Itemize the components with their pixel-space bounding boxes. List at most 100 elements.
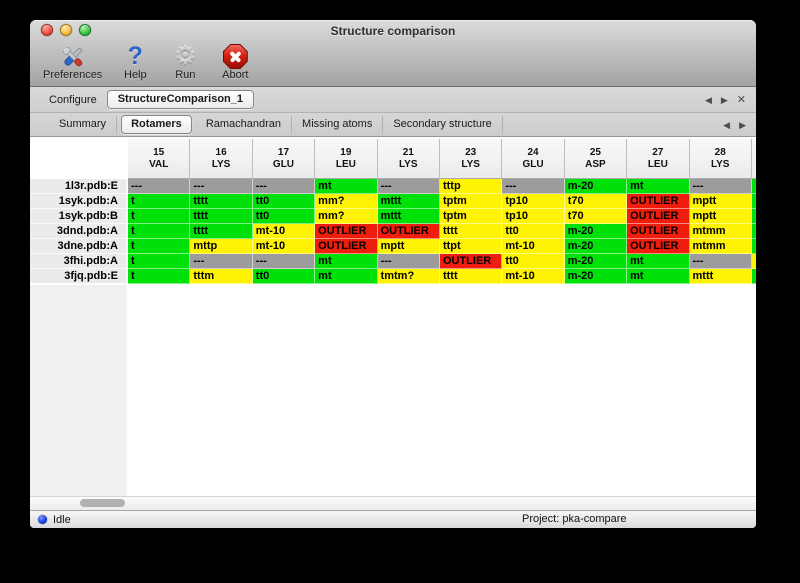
horizontal-scrollbar[interactable] <box>30 496 756 510</box>
column-header-24[interactable]: 24 GLU <box>502 139 565 179</box>
rotamer-cell[interactable]: mptt <box>689 194 752 209</box>
rotamer-cell[interactable]: mttp <box>190 239 253 254</box>
rotamer-cell[interactable]: mt <box>627 254 690 269</box>
rotamer-cell[interactable]: mt <box>627 179 690 194</box>
rotamer-cell[interactable]: OUTLIER <box>627 224 690 239</box>
run-button[interactable]: ⚙ Run <box>168 43 202 82</box>
rotamer-cell[interactable]: tp10 <box>502 209 565 224</box>
rotamer-cell[interactable]: m-20 <box>564 179 628 194</box>
rotamer-cell[interactable]: --- <box>252 179 316 194</box>
rotamer-cell[interactable]: mttt <box>377 194 440 209</box>
rotamer-cell[interactable]: t70 <box>564 209 628 224</box>
rotamer-cell[interactable]: tttm <box>190 269 253 284</box>
zoom-button[interactable] <box>79 24 91 36</box>
rotamer-cell[interactable]: tp10 <box>502 194 565 209</box>
tabs-back-icon[interactable]: ◀ <box>723 119 731 130</box>
column-header-19[interactable]: 19 LEU <box>315 139 378 179</box>
rotamer-cell[interactable]: mm? <box>315 209 378 224</box>
rotamer-cell[interactable]: mtmm <box>689 239 752 254</box>
column-header-21[interactable]: 21 LYS <box>377 139 440 179</box>
close-button[interactable] <box>41 24 53 36</box>
rotamer-cell[interactable]: --- <box>190 254 253 269</box>
config-forward-icon[interactable]: ▶ <box>720 94 728 105</box>
rotamer-cell[interactable]: mptt <box>689 209 752 224</box>
tab-secondary-structure[interactable]: Secondary structure <box>383 116 503 133</box>
rotamer-cell[interactable]: OUTLIER <box>627 239 690 254</box>
rotamer-cell[interactable]: --- <box>190 179 253 194</box>
row-label[interactable]: 1syk.pdb:B <box>30 209 128 224</box>
abort-button[interactable]: Abort <box>218 43 252 81</box>
preferences-button[interactable]: Preferences <box>43 43 102 81</box>
tab-summary[interactable]: Summary <box>49 116 118 133</box>
row-label[interactable]: 3dnd.pdb:A <box>30 224 128 239</box>
rotamer-cell[interactable]: OUTLIER <box>627 209 690 224</box>
tabs-forward-icon[interactable]: ▶ <box>739 119 746 130</box>
rotamer-cell[interactable]: m-20 <box>564 269 628 284</box>
rotamer-cell[interactable]: mtmm <box>689 224 752 239</box>
rotamer-cell[interactable]: mt <box>627 269 690 284</box>
rotamer-cell[interactable]: t <box>128 209 191 224</box>
column-header-15[interactable]: 15 VAL <box>128 139 191 179</box>
config-close-icon[interactable]: ✕ <box>736 93 746 106</box>
rotamer-cell[interactable]: OUTLIER <box>377 224 440 239</box>
tab-ramachandran[interactable]: Ramachandran <box>196 116 293 133</box>
rotamer-cell[interactable]: OUTLIER <box>439 254 503 269</box>
column-header-27[interactable]: 27 LEU <box>627 139 690 179</box>
column-header-16[interactable]: 16 LYS <box>190 139 253 179</box>
rotamer-cell[interactable]: --- <box>689 254 752 269</box>
scrollbar-thumb[interactable] <box>80 499 125 507</box>
rotamer-cell[interactable]: tttt <box>439 269 503 284</box>
rotamer-cell[interactable]: ttpt <box>439 239 503 254</box>
rotamer-cell[interactable]: mm? <box>315 194 378 209</box>
rotamer-cell[interactable]: --- <box>377 254 440 269</box>
rotamer-cell[interactable]: t <box>128 224 191 239</box>
rotamer-cell[interactable]: mptt <box>377 239 440 254</box>
rotamer-cell[interactable]: OUTLIER <box>315 224 378 239</box>
rotamer-cell[interactable]: tptm <box>439 194 503 209</box>
configuration-tab[interactable]: StructureComparison_1 <box>106 90 255 109</box>
minimize-button[interactable] <box>60 24 72 36</box>
rotamer-cell[interactable]: t <box>128 194 191 209</box>
column-header-17[interactable]: 17 GLU <box>252 139 316 179</box>
rotamer-cell[interactable]: OUTLIER <box>315 239 378 254</box>
rotamer-cell[interactable]: tt0 <box>252 209 316 224</box>
rotamer-cell[interactable]: tttp <box>439 179 503 194</box>
rotamer-cell[interactable]: mt <box>315 269 378 284</box>
rotamer-cell[interactable]: mt <box>315 179 378 194</box>
column-header-23[interactable]: 23 LYS <box>439 139 503 179</box>
rotamer-cell[interactable]: tttt <box>190 209 253 224</box>
row-label[interactable]: 1l3r.pdb:E <box>30 179 128 194</box>
row-label[interactable]: 1syk.pdb:A <box>30 194 128 209</box>
rotamer-cell[interactable]: tt0 <box>252 269 316 284</box>
row-label[interactable]: 3fhi.pdb:A <box>30 254 128 269</box>
help-button[interactable]: ? Help <box>118 43 152 82</box>
rotamer-cell[interactable]: tttt <box>190 194 253 209</box>
rotamer-cell[interactable]: mt-10 <box>252 239 316 254</box>
column-header-28[interactable]: 28 LYS <box>689 139 752 179</box>
rotamer-cell[interactable]: tmtm? <box>377 269 440 284</box>
rotamer-cell[interactable]: --- <box>128 179 191 194</box>
rotamer-cell[interactable]: mttt <box>377 209 440 224</box>
rotamer-cell[interactable]: tt0 <box>502 254 565 269</box>
tab-missing-atoms[interactable]: Missing atoms <box>292 116 384 133</box>
rotamer-cell[interactable]: t <box>128 254 191 269</box>
config-back-icon[interactable]: ◀ <box>704 94 712 105</box>
rotamer-cell[interactable]: t <box>128 269 191 284</box>
row-label[interactable]: 3dne.pdb:A <box>30 239 128 254</box>
rotamer-cell[interactable]: mttt <box>689 269 752 284</box>
rotamer-cell[interactable]: t70 <box>564 194 628 209</box>
titlebar[interactable]: Structure comparison <box>30 20 756 41</box>
rotamer-cell[interactable]: tttt <box>190 224 253 239</box>
rotamer-cell[interactable]: --- <box>377 179 440 194</box>
rotamer-cell[interactable]: m-20 <box>564 224 628 239</box>
rotamer-cell[interactable]: tt0 <box>502 224 565 239</box>
rotamer-cell[interactable]: t <box>128 239 191 254</box>
rotamer-cell[interactable]: --- <box>252 254 316 269</box>
rotamer-cell[interactable]: mt <box>315 254 378 269</box>
rotamer-cell[interactable]: tt0 <box>252 194 316 209</box>
rotamer-cell[interactable]: tttt <box>439 224 503 239</box>
rotamer-cell[interactable]: --- <box>502 179 565 194</box>
rotamer-cell[interactable]: mt-10 <box>252 224 316 239</box>
column-header-25[interactable]: 25 ASP <box>564 139 628 179</box>
tab-rotamers[interactable]: Rotamers <box>121 115 192 134</box>
